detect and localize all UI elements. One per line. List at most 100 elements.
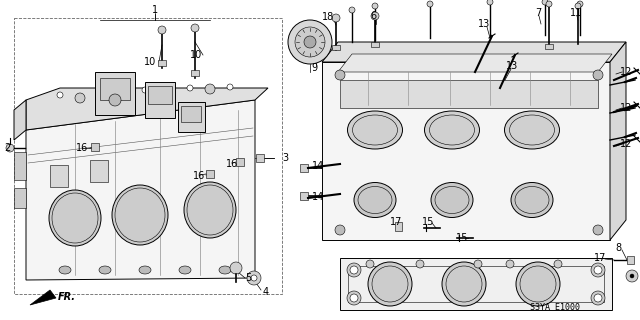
- Text: 7: 7: [535, 8, 541, 18]
- Ellipse shape: [511, 182, 553, 218]
- Ellipse shape: [348, 111, 403, 149]
- Circle shape: [191, 24, 199, 32]
- Text: 16: 16: [76, 143, 88, 153]
- Ellipse shape: [49, 190, 101, 246]
- Ellipse shape: [59, 266, 71, 274]
- Ellipse shape: [431, 182, 473, 218]
- Circle shape: [372, 3, 378, 9]
- Circle shape: [350, 266, 358, 274]
- Circle shape: [115, 88, 125, 98]
- Circle shape: [366, 260, 374, 268]
- Circle shape: [593, 70, 603, 80]
- Circle shape: [295, 27, 325, 57]
- Circle shape: [371, 12, 379, 20]
- Circle shape: [506, 260, 514, 268]
- Bar: [332, 45, 340, 50]
- Circle shape: [288, 20, 332, 64]
- Circle shape: [442, 262, 486, 306]
- Ellipse shape: [354, 182, 396, 218]
- Circle shape: [487, 0, 493, 5]
- Circle shape: [577, 1, 583, 7]
- Bar: [300, 164, 308, 172]
- Circle shape: [6, 144, 14, 152]
- Circle shape: [347, 263, 361, 277]
- Ellipse shape: [504, 111, 559, 149]
- Text: 15: 15: [456, 233, 468, 243]
- Circle shape: [335, 70, 345, 80]
- Text: 6: 6: [370, 11, 376, 21]
- Text: 3: 3: [282, 153, 288, 163]
- Bar: [371, 42, 379, 47]
- Text: 15: 15: [422, 217, 434, 227]
- Ellipse shape: [219, 266, 231, 274]
- Circle shape: [158, 26, 166, 34]
- Circle shape: [304, 36, 316, 48]
- Bar: [256, 154, 264, 162]
- Circle shape: [591, 291, 605, 305]
- Text: 1: 1: [152, 5, 158, 15]
- Bar: [50, 165, 68, 187]
- Bar: [545, 44, 553, 49]
- Circle shape: [594, 266, 602, 274]
- Ellipse shape: [179, 266, 191, 274]
- Bar: [148, 86, 172, 104]
- Bar: [206, 170, 214, 178]
- Circle shape: [349, 7, 355, 13]
- Text: 17: 17: [390, 217, 402, 227]
- Circle shape: [347, 291, 361, 305]
- Circle shape: [160, 86, 170, 96]
- Text: 12: 12: [620, 103, 632, 113]
- Text: 10: 10: [190, 50, 202, 60]
- Circle shape: [109, 94, 121, 106]
- Circle shape: [575, 3, 581, 9]
- Circle shape: [230, 262, 242, 274]
- Polygon shape: [322, 62, 610, 240]
- Text: 8: 8: [615, 243, 621, 253]
- Circle shape: [75, 93, 85, 103]
- Circle shape: [416, 260, 424, 268]
- Bar: [348, 266, 604, 302]
- Circle shape: [591, 263, 605, 277]
- Text: 9: 9: [311, 63, 317, 73]
- Polygon shape: [30, 290, 56, 305]
- Circle shape: [57, 92, 63, 98]
- Polygon shape: [26, 100, 255, 280]
- Ellipse shape: [424, 111, 479, 149]
- Circle shape: [554, 260, 562, 268]
- Text: 12: 12: [620, 67, 632, 77]
- Bar: [100, 78, 130, 100]
- Text: 16: 16: [193, 171, 205, 181]
- Bar: [340, 258, 612, 310]
- Bar: [340, 80, 598, 108]
- Text: 2: 2: [4, 143, 10, 153]
- Text: 13: 13: [478, 19, 490, 29]
- Bar: [90, 160, 108, 182]
- Circle shape: [626, 270, 638, 282]
- Circle shape: [427, 1, 433, 7]
- Text: 4: 4: [263, 287, 269, 297]
- Polygon shape: [95, 72, 135, 115]
- Circle shape: [187, 85, 193, 91]
- Polygon shape: [322, 42, 626, 62]
- Circle shape: [350, 294, 358, 302]
- Ellipse shape: [184, 182, 236, 238]
- Circle shape: [593, 225, 603, 235]
- Text: 5: 5: [245, 273, 251, 283]
- Circle shape: [594, 294, 602, 302]
- Circle shape: [542, 0, 548, 5]
- Ellipse shape: [99, 266, 111, 274]
- Bar: [627, 256, 634, 264]
- Bar: [14, 18, 282, 294]
- Bar: [14, 188, 26, 208]
- Text: 17: 17: [594, 253, 606, 263]
- Polygon shape: [26, 88, 268, 130]
- Bar: [181, 106, 201, 122]
- Circle shape: [205, 84, 215, 94]
- Circle shape: [474, 260, 482, 268]
- Circle shape: [332, 14, 340, 22]
- Circle shape: [97, 89, 103, 95]
- Circle shape: [142, 87, 148, 93]
- Ellipse shape: [112, 185, 168, 245]
- Circle shape: [368, 262, 412, 306]
- Circle shape: [335, 225, 345, 235]
